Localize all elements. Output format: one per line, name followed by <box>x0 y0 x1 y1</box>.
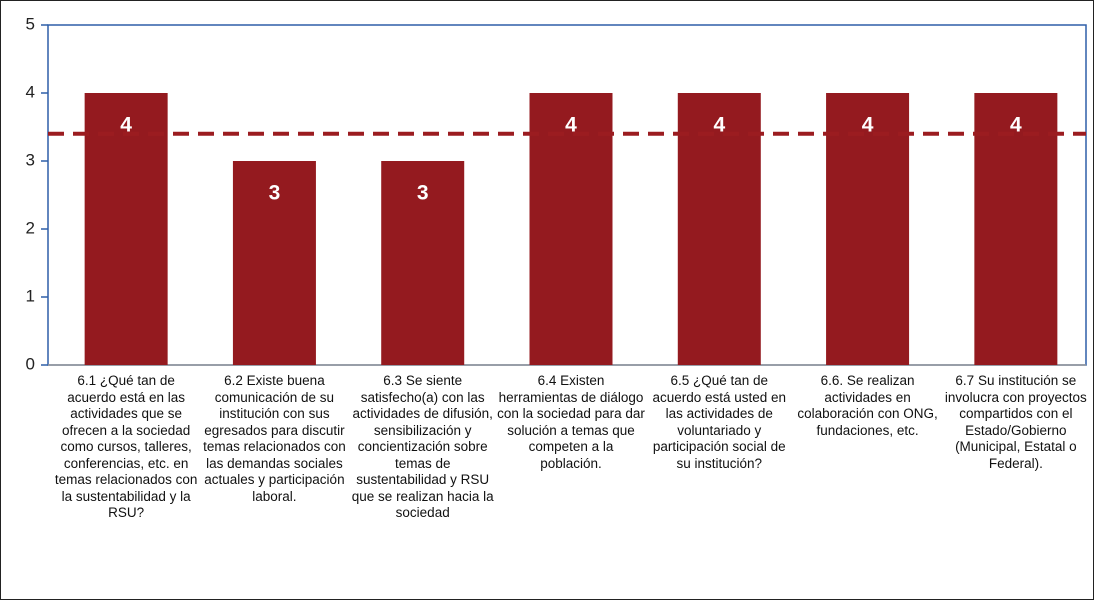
bar <box>232 161 316 365</box>
bar <box>974 93 1058 365</box>
x-tick-label: 6.3 Se siente satisfecho(a) con las acti… <box>351 373 494 520</box>
y-tick-label: 5 <box>26 14 35 33</box>
y-tick-label: 4 <box>26 82 35 101</box>
x-tick-label: 6.1 ¿Qué tan de acuerdo está en las acti… <box>54 373 198 520</box>
value-label: 3 <box>269 182 281 205</box>
bar <box>84 93 168 365</box>
value-label: 4 <box>1010 114 1022 137</box>
x-tick-label: 6.5 ¿Qué tan de acuerdo está usted en la… <box>652 373 787 471</box>
value-label: 4 <box>713 114 725 137</box>
x-tick-label: 6.6. Se realizan actividades en colabora… <box>797 373 938 438</box>
bar <box>529 93 613 365</box>
value-label: 4 <box>862 114 874 137</box>
bar <box>381 161 465 365</box>
x-tick-label: 6.4 Existen herramientas de diálogo con … <box>497 373 645 471</box>
y-tick-label: 0 <box>26 354 35 373</box>
value-label: 4 <box>120 114 132 137</box>
y-tick-label: 2 <box>26 218 35 237</box>
bar <box>677 93 761 365</box>
x-tick-label: 6.7 Su institución se involucra con proy… <box>944 373 1087 471</box>
value-label: 4 <box>565 114 577 137</box>
value-label: 3 <box>417 182 429 205</box>
y-tick-label: 3 <box>26 150 35 169</box>
y-tick-label: 1 <box>26 286 35 305</box>
x-tick-label: 6.2 Existe buena comunicación de su inst… <box>203 373 346 504</box>
bar <box>826 93 910 365</box>
